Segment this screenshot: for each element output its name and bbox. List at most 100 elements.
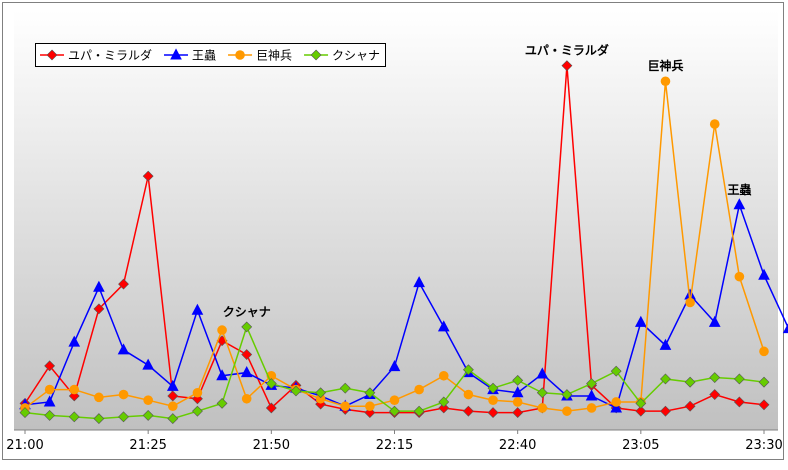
- legend-box: [35, 43, 386, 67]
- data-point: [365, 401, 375, 412]
- x-tick-label: 23:05: [622, 438, 659, 453]
- data-point: [315, 393, 326, 404]
- legend-item: 巨神兵: [228, 49, 292, 63]
- data-point: [413, 405, 425, 417]
- data-point: [635, 397, 647, 409]
- data-point: [167, 390, 179, 402]
- data-point: [684, 400, 696, 412]
- data-point: [388, 359, 401, 372]
- data-point: [118, 389, 129, 400]
- series-annotation: 王蟲: [727, 182, 751, 197]
- data-point: [118, 411, 129, 423]
- data-point: [265, 378, 277, 389]
- data-point: [759, 346, 769, 357]
- data-point: [216, 369, 228, 381]
- data-point: [536, 387, 548, 399]
- data-point: [93, 413, 105, 425]
- x-tick-label: 22:15: [376, 438, 413, 453]
- data-point: [660, 76, 671, 87]
- data-point: [733, 373, 745, 385]
- data-point: [537, 403, 548, 413]
- data-point: [462, 364, 474, 376]
- legend: ユパ・ミラルダ 王蟲 巨神兵 クシャナ: [35, 43, 386, 67]
- data-point: [413, 276, 425, 288]
- data-point: [167, 413, 179, 425]
- legend-marker: [310, 49, 322, 61]
- data-point: [438, 396, 450, 408]
- data-point: [562, 406, 572, 416]
- data-point: [463, 389, 474, 400]
- data-point: [166, 379, 179, 391]
- data-point: [118, 278, 129, 290]
- data-point: [340, 401, 351, 412]
- data-point: [758, 268, 770, 280]
- data-point: [660, 405, 671, 417]
- data-point: [43, 395, 56, 407]
- data-point: [734, 271, 745, 282]
- data-point: [192, 405, 203, 417]
- data-point: [339, 382, 351, 394]
- x-tick-label: 21:50: [253, 438, 290, 453]
- data-point: [117, 343, 130, 355]
- data-point: [364, 387, 376, 399]
- data-point: [44, 409, 56, 421]
- series-4: [19, 321, 770, 425]
- data-point: [684, 376, 696, 388]
- data-point: [635, 315, 647, 327]
- data-point: [19, 407, 31, 419]
- data-point: [685, 297, 695, 308]
- legend-items: ユパ・ミラルダ 王蟲 巨神兵 クシャナ: [40, 48, 380, 63]
- data-point: [586, 378, 597, 389]
- legend-item: 王蟲: [164, 48, 216, 63]
- x-tick-label: 21:25: [129, 438, 166, 453]
- data-point: [438, 402, 450, 414]
- data-point: [659, 338, 672, 350]
- data-point: [143, 395, 153, 405]
- x-tick-label: 23:30: [745, 438, 782, 453]
- data-point: [512, 374, 524, 386]
- x-tick-label: 21:00: [6, 438, 43, 453]
- data-point: [93, 303, 105, 315]
- data-point: [758, 376, 770, 388]
- data-point: [536, 367, 549, 379]
- data-point: [142, 358, 154, 370]
- data-point: [561, 389, 573, 400]
- legend-marker: [235, 50, 245, 60]
- data-point: [586, 403, 597, 413]
- legend-marker: [46, 49, 58, 61]
- data-point: [217, 325, 227, 335]
- data-point: [69, 384, 80, 395]
- data-point: [389, 395, 400, 405]
- data-point: [438, 370, 449, 381]
- data-point: [709, 372, 721, 383]
- data-point: [68, 335, 81, 347]
- data-point: [462, 405, 474, 417]
- data-point: [68, 411, 80, 423]
- legend-label: 王蟲: [192, 49, 216, 63]
- data-point: [265, 402, 277, 414]
- legend-marker: [170, 48, 182, 60]
- series-annotation: ユパ・ミラルダ: [525, 43, 609, 58]
- data-point: [585, 389, 598, 401]
- data-point: [93, 280, 105, 292]
- x-tick-label: 22:40: [499, 438, 536, 453]
- data-point: [488, 395, 498, 405]
- data-point: [142, 170, 154, 182]
- data-point: [142, 409, 154, 421]
- data-point: [660, 373, 671, 385]
- data-point: [733, 396, 745, 408]
- data-point: [511, 386, 524, 398]
- data-point: [610, 401, 623, 413]
- data-point: [437, 320, 450, 332]
- data-point: [191, 303, 204, 315]
- data-point: [708, 315, 721, 327]
- data-point: [709, 389, 721, 400]
- legend-label: クシャナ: [332, 49, 380, 63]
- legend-item: ユパ・ミラルダ: [40, 48, 152, 63]
- legend-label: ユパ・ミラルダ: [68, 48, 152, 63]
- data-point: [241, 349, 253, 360]
- data-point: [782, 323, 788, 334]
- data-point: [241, 393, 252, 404]
